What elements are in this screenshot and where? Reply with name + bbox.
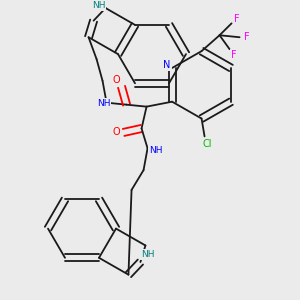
Text: NH: NH	[97, 99, 110, 108]
Text: F: F	[244, 32, 249, 42]
Text: NH: NH	[149, 146, 162, 155]
Text: F: F	[234, 14, 239, 24]
Text: O: O	[113, 128, 120, 137]
Text: Cl: Cl	[203, 139, 212, 149]
Text: N: N	[164, 60, 171, 70]
Text: NH: NH	[141, 250, 154, 259]
Text: F: F	[231, 50, 236, 60]
Text: O: O	[113, 75, 120, 85]
Text: NH: NH	[92, 1, 105, 10]
